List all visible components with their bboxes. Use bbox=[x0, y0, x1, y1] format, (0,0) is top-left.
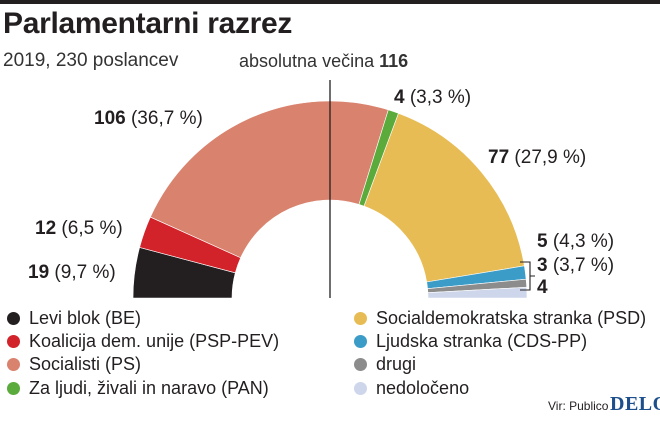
legend-swatch bbox=[354, 335, 367, 348]
majority-value: 116 bbox=[379, 51, 409, 71]
legend-label: Levi blok (BE) bbox=[29, 308, 142, 328]
slice-2 bbox=[150, 100, 389, 259]
chart-slices bbox=[132, 100, 528, 299]
legend-swatch bbox=[354, 312, 367, 325]
legend-item-nedoloceno: nedoločeno bbox=[354, 378, 469, 399]
chart-subtitle: 2019, 230 poslancev bbox=[3, 50, 179, 71]
legend-item-psp-pev: Koalicija dem. unije (PSP-PEV) bbox=[7, 331, 279, 352]
slice-7 bbox=[427, 286, 528, 299]
data-label-1: 12 (6,5 %) bbox=[35, 218, 123, 239]
legend-item-ps: Socialisti (PS) bbox=[7, 354, 141, 375]
data-label-7: 4 bbox=[537, 277, 548, 298]
top-rule bbox=[0, 0, 660, 4]
label-leaders bbox=[520, 261, 535, 291]
data-label-2: 106 (36,7 %) bbox=[94, 108, 203, 129]
legend-label: drugi bbox=[376, 354, 417, 374]
legend-label: Socialdemokratska stranka (PSD) bbox=[376, 308, 647, 328]
legend-swatch bbox=[7, 335, 20, 348]
majority-text: absolutna večina bbox=[239, 51, 375, 71]
legend-swatch bbox=[7, 382, 20, 395]
legend-item-be: Levi blok (BE) bbox=[7, 308, 141, 329]
data-label-3: 4 (3,3 %) bbox=[394, 87, 471, 108]
data-label-0: 19 (9,7 %) bbox=[28, 262, 116, 283]
legend-label: Socialisti (PS) bbox=[29, 354, 142, 374]
legend-swatch bbox=[354, 382, 367, 395]
legend-label: nedoločeno bbox=[376, 378, 470, 398]
legend-item-drugi: drugi bbox=[354, 354, 416, 375]
legend-label: Za ljudi, živali in naravo (PAN) bbox=[29, 378, 269, 398]
majority-label: absolutna večina 116 bbox=[239, 51, 408, 72]
legend-swatch bbox=[7, 312, 20, 325]
chart-title: Parlamentarni razrez bbox=[3, 7, 293, 40]
data-labels: 19 (9,7 %) 12 (6,5 %) 106 (36,7 %) 4 (3,3 %… bbox=[28, 87, 614, 298]
legend-item-psd: Socialdemokratska stranka (PSD) bbox=[354, 308, 646, 329]
data-label-5: 5 (4,3 %) bbox=[537, 231, 614, 252]
legend-item-pan: Za ljudi, živali in naravo (PAN) bbox=[7, 378, 269, 399]
legend-swatch bbox=[354, 358, 367, 371]
data-label-6: 3 (3,7 %) bbox=[537, 255, 614, 276]
delo-logo: DELO bbox=[610, 393, 660, 415]
legend-label: Ljudska stranka (CDS-PP) bbox=[376, 331, 588, 351]
source-note: Vir: Publico bbox=[548, 399, 609, 413]
legend-label: Koalicija dem. unije (PSP-PEV) bbox=[29, 331, 280, 351]
legend-swatch bbox=[7, 358, 20, 371]
legend-item-cds-pp: Ljudska stranka (CDS-PP) bbox=[354, 331, 587, 352]
data-label-4: 77 (27,9 %) bbox=[488, 147, 586, 168]
label-bracket bbox=[520, 261, 535, 291]
slice-4 bbox=[363, 112, 525, 283]
